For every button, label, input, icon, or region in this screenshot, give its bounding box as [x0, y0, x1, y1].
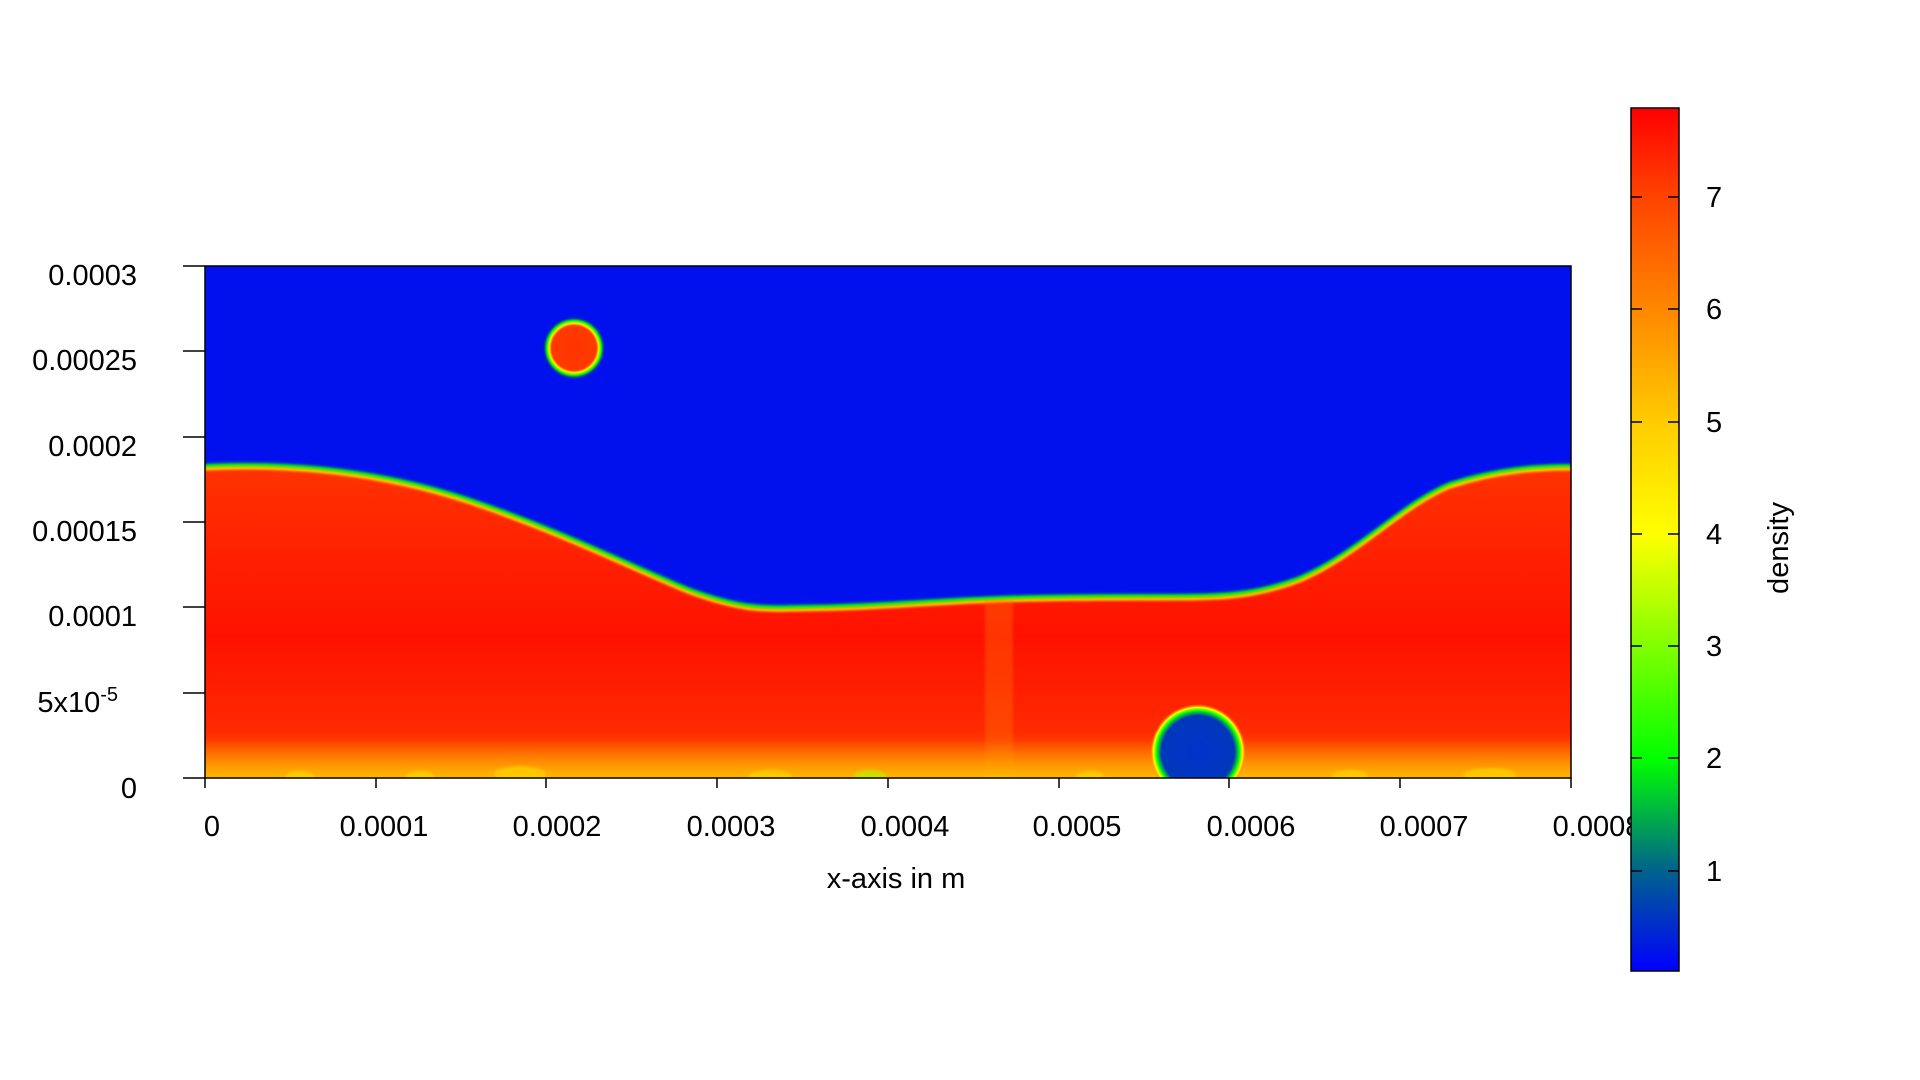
y-tick-label: 0.0003: [48, 260, 137, 292]
colorbar-ticks: [1631, 196, 1679, 872]
y-tick-labels: 0 5x10-5 0.0001 0.00015 0.0002 0.00025 0…: [32, 260, 137, 805]
y-tick-label: 5x10-5: [37, 684, 118, 719]
y-tick-label: 0.0002: [48, 431, 137, 463]
liquid-droplet: [543, 317, 605, 379]
interface-line: [205, 463, 1571, 610]
x-tick-label: 0.0003: [687, 811, 776, 843]
x-tick-label: 0.0004: [861, 811, 950, 843]
colorbar-tick-label: 5: [1706, 407, 1722, 439]
heatmap-plot-area: [205, 266, 1571, 778]
x-tick-label: 0.0006: [1207, 811, 1296, 843]
bottom-wall-glow: [205, 740, 1571, 778]
x-tick-label: 0.0007: [1380, 811, 1469, 843]
colorbar-tick-label: 2: [1706, 743, 1722, 775]
x-axis-label: x-axis in m: [827, 863, 966, 895]
x-tick-label: 0.0001: [340, 811, 429, 843]
colorbar-tick-label: 6: [1706, 294, 1722, 326]
x-tick-label: 0.0005: [1033, 811, 1122, 843]
y-tick-label: 0: [121, 773, 137, 805]
interface-inner-line: [205, 466, 1571, 612]
y-tick-label: 0.00025: [32, 345, 137, 377]
colorbar-tick-label: 7: [1706, 182, 1722, 214]
y-tick-label: 0.0001: [48, 601, 137, 633]
y-tick-label: 0.00015: [32, 516, 137, 548]
colorbar-gradient: [1630, 107, 1680, 972]
colorbar-tick-label: 4: [1706, 519, 1722, 551]
x-axis: [204, 778, 1572, 788]
colorbar-tick-label: 3: [1706, 631, 1722, 663]
vapor-bubble: [1150, 704, 1246, 778]
x-tick-label: 0.0002: [513, 811, 602, 843]
colorbar: 1 2 3 4 5 6 7 density: [1630, 107, 1795, 972]
dense-phase-region: [205, 465, 1571, 778]
bottom-wall-spots: [286, 766, 1516, 778]
colorbar-tick-labels: 1 2 3 4 5 6 7: [1706, 182, 1722, 888]
x-tick-label: 0.0008: [1553, 811, 1642, 843]
x-tick-label: 0: [204, 811, 220, 843]
x-tick-labels: 0 0.0001 0.0002 0.0003 0.0004 0.0005 0.0…: [204, 811, 1641, 843]
colorbar-tick-label: 1: [1706, 856, 1722, 888]
colorbar-label: density: [1763, 502, 1795, 594]
y-axis: [183, 265, 205, 779]
